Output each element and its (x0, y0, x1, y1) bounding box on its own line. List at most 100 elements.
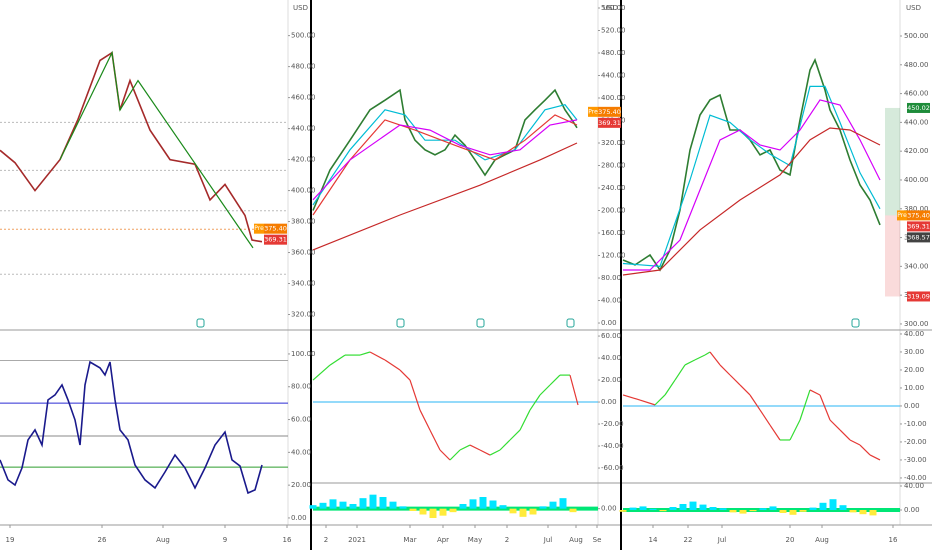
indicator-line (312, 142, 578, 251)
oscillator-segment (479, 449, 491, 456)
y-tick-label: 440.00 (904, 118, 929, 126)
y-tick-label: 20.00 (291, 481, 311, 489)
histogram-bar (759, 508, 767, 510)
oscillator-segment (839, 429, 851, 441)
currency-label: USD (603, 4, 618, 12)
histogram-bar (679, 504, 687, 510)
oscillator-segment (664, 379, 676, 396)
oscillator-segment (709, 351, 721, 366)
y-tick-label: 380.00 (904, 205, 929, 213)
y-tick-label: 20.00 (904, 366, 924, 374)
oscillator-segment (399, 369, 411, 381)
oscillator-segment (359, 351, 371, 356)
indicator-line (623, 99, 881, 271)
y-tick-label: 340.00 (291, 280, 316, 288)
y-tick-label: 560.00 (601, 4, 626, 12)
histogram-bar (309, 505, 317, 509)
histogram-bar (719, 508, 727, 510)
y-tick-label: 40.00 (291, 448, 311, 456)
y-tick-label: 60.00 (601, 332, 621, 340)
y-tick-label: 160.00 (601, 229, 626, 237)
x-tick-label: Apr (437, 536, 449, 544)
oscillator-segment (749, 394, 761, 411)
oscillator-segment (519, 409, 531, 431)
oscillator-segment (622, 394, 641, 401)
y-tick-label: 240.00 (601, 184, 626, 192)
histogram-bar (379, 497, 387, 509)
y-tick-label: 320.00 (601, 139, 626, 147)
x-tick-label: 16 (889, 536, 898, 544)
event-icon (476, 318, 485, 328)
oscillator-segment (654, 394, 666, 406)
price-tag: Pre (254, 225, 264, 232)
histogram-bar (469, 499, 477, 509)
y-tick-label: -60.00 (601, 464, 624, 472)
y-tick-label: 80.00 (291, 383, 311, 391)
x-tick-label: Aug (156, 536, 170, 544)
histogram-bar (319, 502, 327, 509)
histogram-bar (339, 501, 347, 509)
x-tick-label: Mar (403, 536, 416, 544)
oscillator-segment (449, 449, 461, 461)
price-line (312, 88, 578, 211)
x-tick-label: Jul (543, 536, 553, 544)
x-tick-label: Aug (569, 536, 583, 544)
histogram-bar (669, 507, 677, 510)
x-tick-label: 2 (505, 536, 509, 544)
oscillator-segment (849, 439, 861, 446)
price-label: 375.40 (907, 211, 930, 219)
histogram-bar (399, 506, 407, 509)
oscillator-segment (789, 419, 801, 441)
price-label-box (598, 106, 621, 117)
histogram-bar (369, 494, 377, 509)
y-tick-label: 460.00 (904, 90, 929, 98)
x-tick-label: 2021 (348, 536, 366, 544)
x-tick-label: May (468, 536, 482, 544)
price-label-box (598, 117, 621, 128)
oscillator-segment (819, 394, 831, 421)
y-tick-label: -40.00 (904, 474, 927, 482)
y-tick-label: 80.00 (601, 274, 621, 282)
stop-zone (885, 215, 900, 297)
event-icon (851, 318, 860, 328)
price-label: 369.31 (907, 222, 930, 230)
y-tick-label: 0.00 (904, 506, 920, 514)
event-icon (196, 318, 205, 328)
x-tick-label: 14 (649, 536, 658, 544)
y-tick-label: 30.00 (904, 348, 924, 356)
y-tick-label: 40.00 (601, 354, 621, 362)
histogram-bar (359, 498, 367, 509)
histogram-bar (729, 510, 737, 513)
histogram-bar (629, 507, 637, 510)
oscillator-segment (859, 444, 871, 456)
event-icon (566, 318, 575, 328)
y-tick-label: 400.00 (601, 94, 626, 102)
x-tick-label: 26 (98, 536, 107, 544)
histogram-bar (869, 510, 877, 516)
y-tick-label: -30.00 (904, 456, 927, 464)
oscillator-segment (329, 354, 346, 366)
oscillator-segment (674, 364, 686, 381)
price-label: 319.09 (907, 292, 930, 300)
histogram-bar (519, 508, 527, 517)
y-tick-label: 380.00 (291, 218, 316, 226)
histogram-bar (839, 505, 847, 510)
y-tick-label: 400.00 (291, 187, 316, 195)
histogram-bar (709, 507, 717, 510)
histogram-bar (749, 510, 757, 512)
histogram-bar (549, 501, 557, 509)
oscillator-segment (809, 389, 821, 396)
histogram-bar (409, 508, 417, 511)
oscillator-segment (769, 424, 781, 441)
histogram-bar (779, 510, 787, 513)
y-tick-label: 0.00 (601, 398, 617, 406)
price-line (0, 51, 263, 243)
x-tick-label: 20 (786, 536, 795, 544)
y-tick-label: 320.00 (291, 311, 316, 319)
histogram-bar (509, 508, 517, 514)
y-tick-label: 480.00 (904, 61, 929, 69)
oscillator-segment (694, 354, 706, 361)
y-tick-label: 400.00 (904, 176, 929, 184)
